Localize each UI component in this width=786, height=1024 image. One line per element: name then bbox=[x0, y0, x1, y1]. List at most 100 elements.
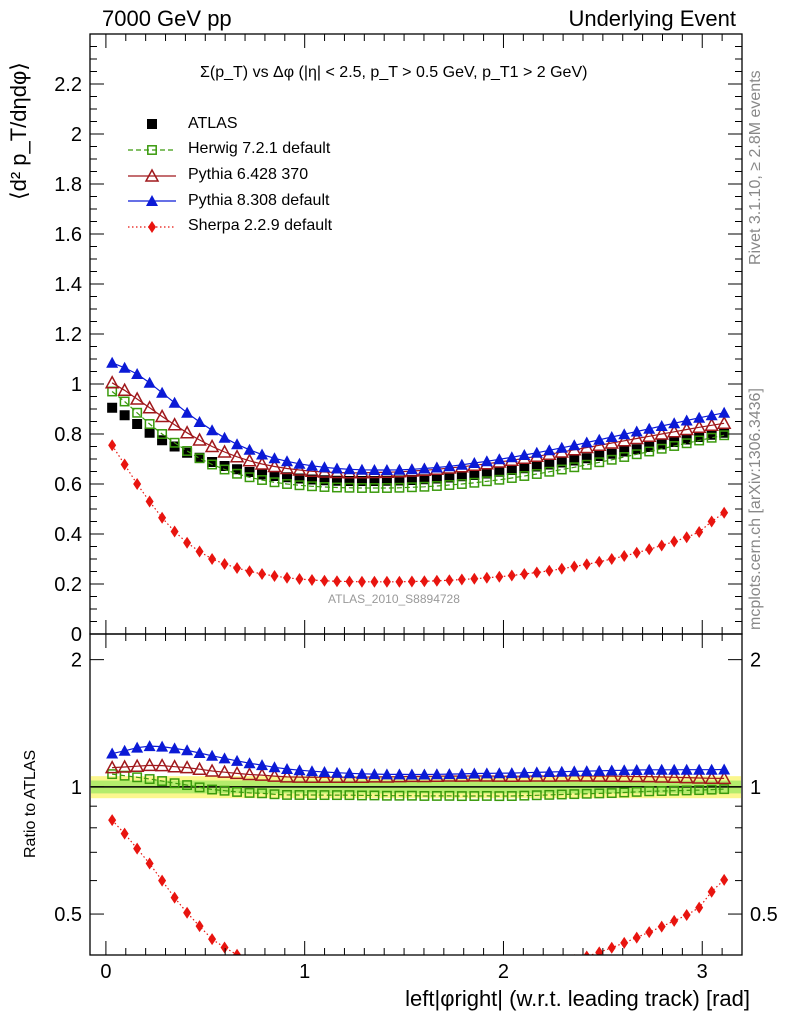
ratio-point-pythia bbox=[616, 768, 632, 783]
point-herwig bbox=[444, 480, 455, 490]
point-pythia bbox=[117, 382, 132, 396]
point-pythia bbox=[629, 430, 644, 445]
point-sherpa bbox=[195, 545, 204, 558]
ratio-point-pythia bbox=[192, 761, 207, 775]
point-sherpa bbox=[557, 562, 566, 575]
series-line-pythia bbox=[111, 382, 725, 474]
point-sherpa bbox=[670, 535, 679, 548]
ratio-point-sherpa bbox=[249, 954, 250, 955]
point-pythia bbox=[204, 438, 220, 453]
ratio-point-pythia bbox=[267, 768, 282, 782]
point-herwig bbox=[606, 454, 617, 465]
point-sherpa bbox=[233, 562, 242, 574]
point-atlas bbox=[119, 410, 130, 421]
point-sherpa bbox=[582, 558, 591, 571]
ratio-point-sherpa bbox=[108, 814, 117, 827]
ratio-point-pythia bbox=[242, 766, 257, 781]
point-pythia bbox=[267, 458, 282, 473]
point-pythia bbox=[405, 463, 418, 475]
ratio-point-pythia bbox=[618, 764, 631, 776]
ratio-point-sherpa bbox=[607, 941, 616, 954]
point-atlas bbox=[556, 457, 567, 468]
ratio-point-herwig bbox=[681, 785, 692, 796]
point-atlas bbox=[406, 475, 417, 485]
ratio-point-sherpa bbox=[483, 973, 491, 985]
point-pythia bbox=[555, 441, 568, 453]
point-pythia bbox=[654, 426, 669, 440]
point-pythia bbox=[630, 425, 643, 437]
ratio-point-pythia bbox=[716, 770, 732, 785]
point-sherpa bbox=[357, 575, 366, 588]
ratio-point-pythia bbox=[181, 744, 194, 756]
ratio-point-pythia bbox=[593, 764, 606, 776]
ratio-point-sherpa bbox=[145, 857, 154, 870]
ratio-point-pythia bbox=[318, 765, 331, 777]
point-atlas bbox=[344, 476, 355, 486]
point-herwig bbox=[294, 480, 305, 491]
point-pythia bbox=[693, 411, 706, 423]
ratio-point-sherpa bbox=[583, 950, 590, 955]
point-herwig bbox=[619, 452, 630, 462]
point-herwig bbox=[469, 477, 480, 488]
point-pythia bbox=[305, 459, 318, 471]
point-atlas bbox=[356, 476, 367, 486]
point-sherpa bbox=[470, 572, 479, 585]
point-herwig bbox=[581, 459, 592, 470]
point-sherpa bbox=[420, 575, 429, 588]
legend-label-pythia8: Pythia 8.308 default bbox=[188, 192, 330, 209]
point-atlas bbox=[294, 473, 305, 484]
ratio-point-sherpa bbox=[558, 958, 566, 970]
point-pythia bbox=[691, 419, 707, 433]
point-pythia bbox=[206, 424, 219, 436]
ratio-point-sherpa bbox=[370, 978, 378, 990]
point-sherpa bbox=[245, 565, 254, 578]
point-pythia bbox=[281, 455, 294, 467]
ratio-point-pythia bbox=[641, 769, 657, 783]
point-atlas bbox=[519, 463, 530, 474]
ratio-point-herwig bbox=[456, 791, 467, 802]
point-herwig bbox=[144, 419, 155, 429]
x-tick-label: 3 bbox=[697, 961, 708, 983]
point-atlas bbox=[481, 468, 492, 479]
ratio-point-herwig bbox=[269, 789, 280, 800]
ratio-point-herwig bbox=[144, 774, 155, 784]
ratio-point-sherpa bbox=[233, 948, 242, 955]
point-pythia bbox=[279, 460, 295, 475]
legend-label-pythia6: Pythia 6.428 370 bbox=[188, 166, 309, 183]
point-atlas bbox=[282, 472, 293, 483]
point-atlas bbox=[182, 447, 193, 458]
ratio-point-pythia bbox=[142, 757, 157, 772]
ratio-y-axis-label: Ratio to ATLAS bbox=[22, 749, 39, 858]
point-atlas bbox=[207, 457, 218, 467]
x-tick-label: 0 bbox=[100, 961, 111, 983]
ratio-point-pythia bbox=[455, 767, 468, 779]
ratio-point-pythia bbox=[505, 767, 518, 779]
point-sherpa bbox=[457, 573, 466, 586]
ratio-point-herwig bbox=[219, 785, 230, 796]
legend-marker-atlas bbox=[147, 119, 157, 129]
ratio-point-pythia bbox=[254, 767, 270, 781]
point-sherpa bbox=[595, 555, 604, 568]
point-herwig bbox=[194, 453, 205, 464]
point-atlas bbox=[132, 419, 143, 429]
ratio-point-herwig bbox=[332, 790, 342, 801]
point-herwig bbox=[357, 483, 367, 493]
ratio-point-pythia bbox=[480, 767, 493, 779]
ratio-y-tick-label-right: 1 bbox=[750, 777, 761, 799]
point-pythia bbox=[430, 461, 443, 473]
ratio-point-sherpa bbox=[395, 979, 403, 991]
ratio-point-pythia bbox=[654, 769, 669, 783]
point-herwig bbox=[419, 481, 430, 492]
ratio-point-herwig bbox=[419, 791, 430, 801]
ratio-y-tick-label-right: 0.5 bbox=[750, 904, 778, 926]
point-herwig bbox=[431, 481, 442, 491]
point-sherpa bbox=[620, 550, 629, 562]
point-pythia bbox=[468, 457, 481, 468]
point-herwig bbox=[456, 479, 467, 489]
ratio-point-pythia bbox=[530, 766, 543, 778]
point-herwig bbox=[319, 482, 330, 492]
point-pythia bbox=[543, 444, 556, 456]
ratio-point-herwig bbox=[381, 790, 392, 801]
ratio-point-pythia bbox=[243, 757, 256, 769]
point-pythia bbox=[168, 396, 181, 408]
